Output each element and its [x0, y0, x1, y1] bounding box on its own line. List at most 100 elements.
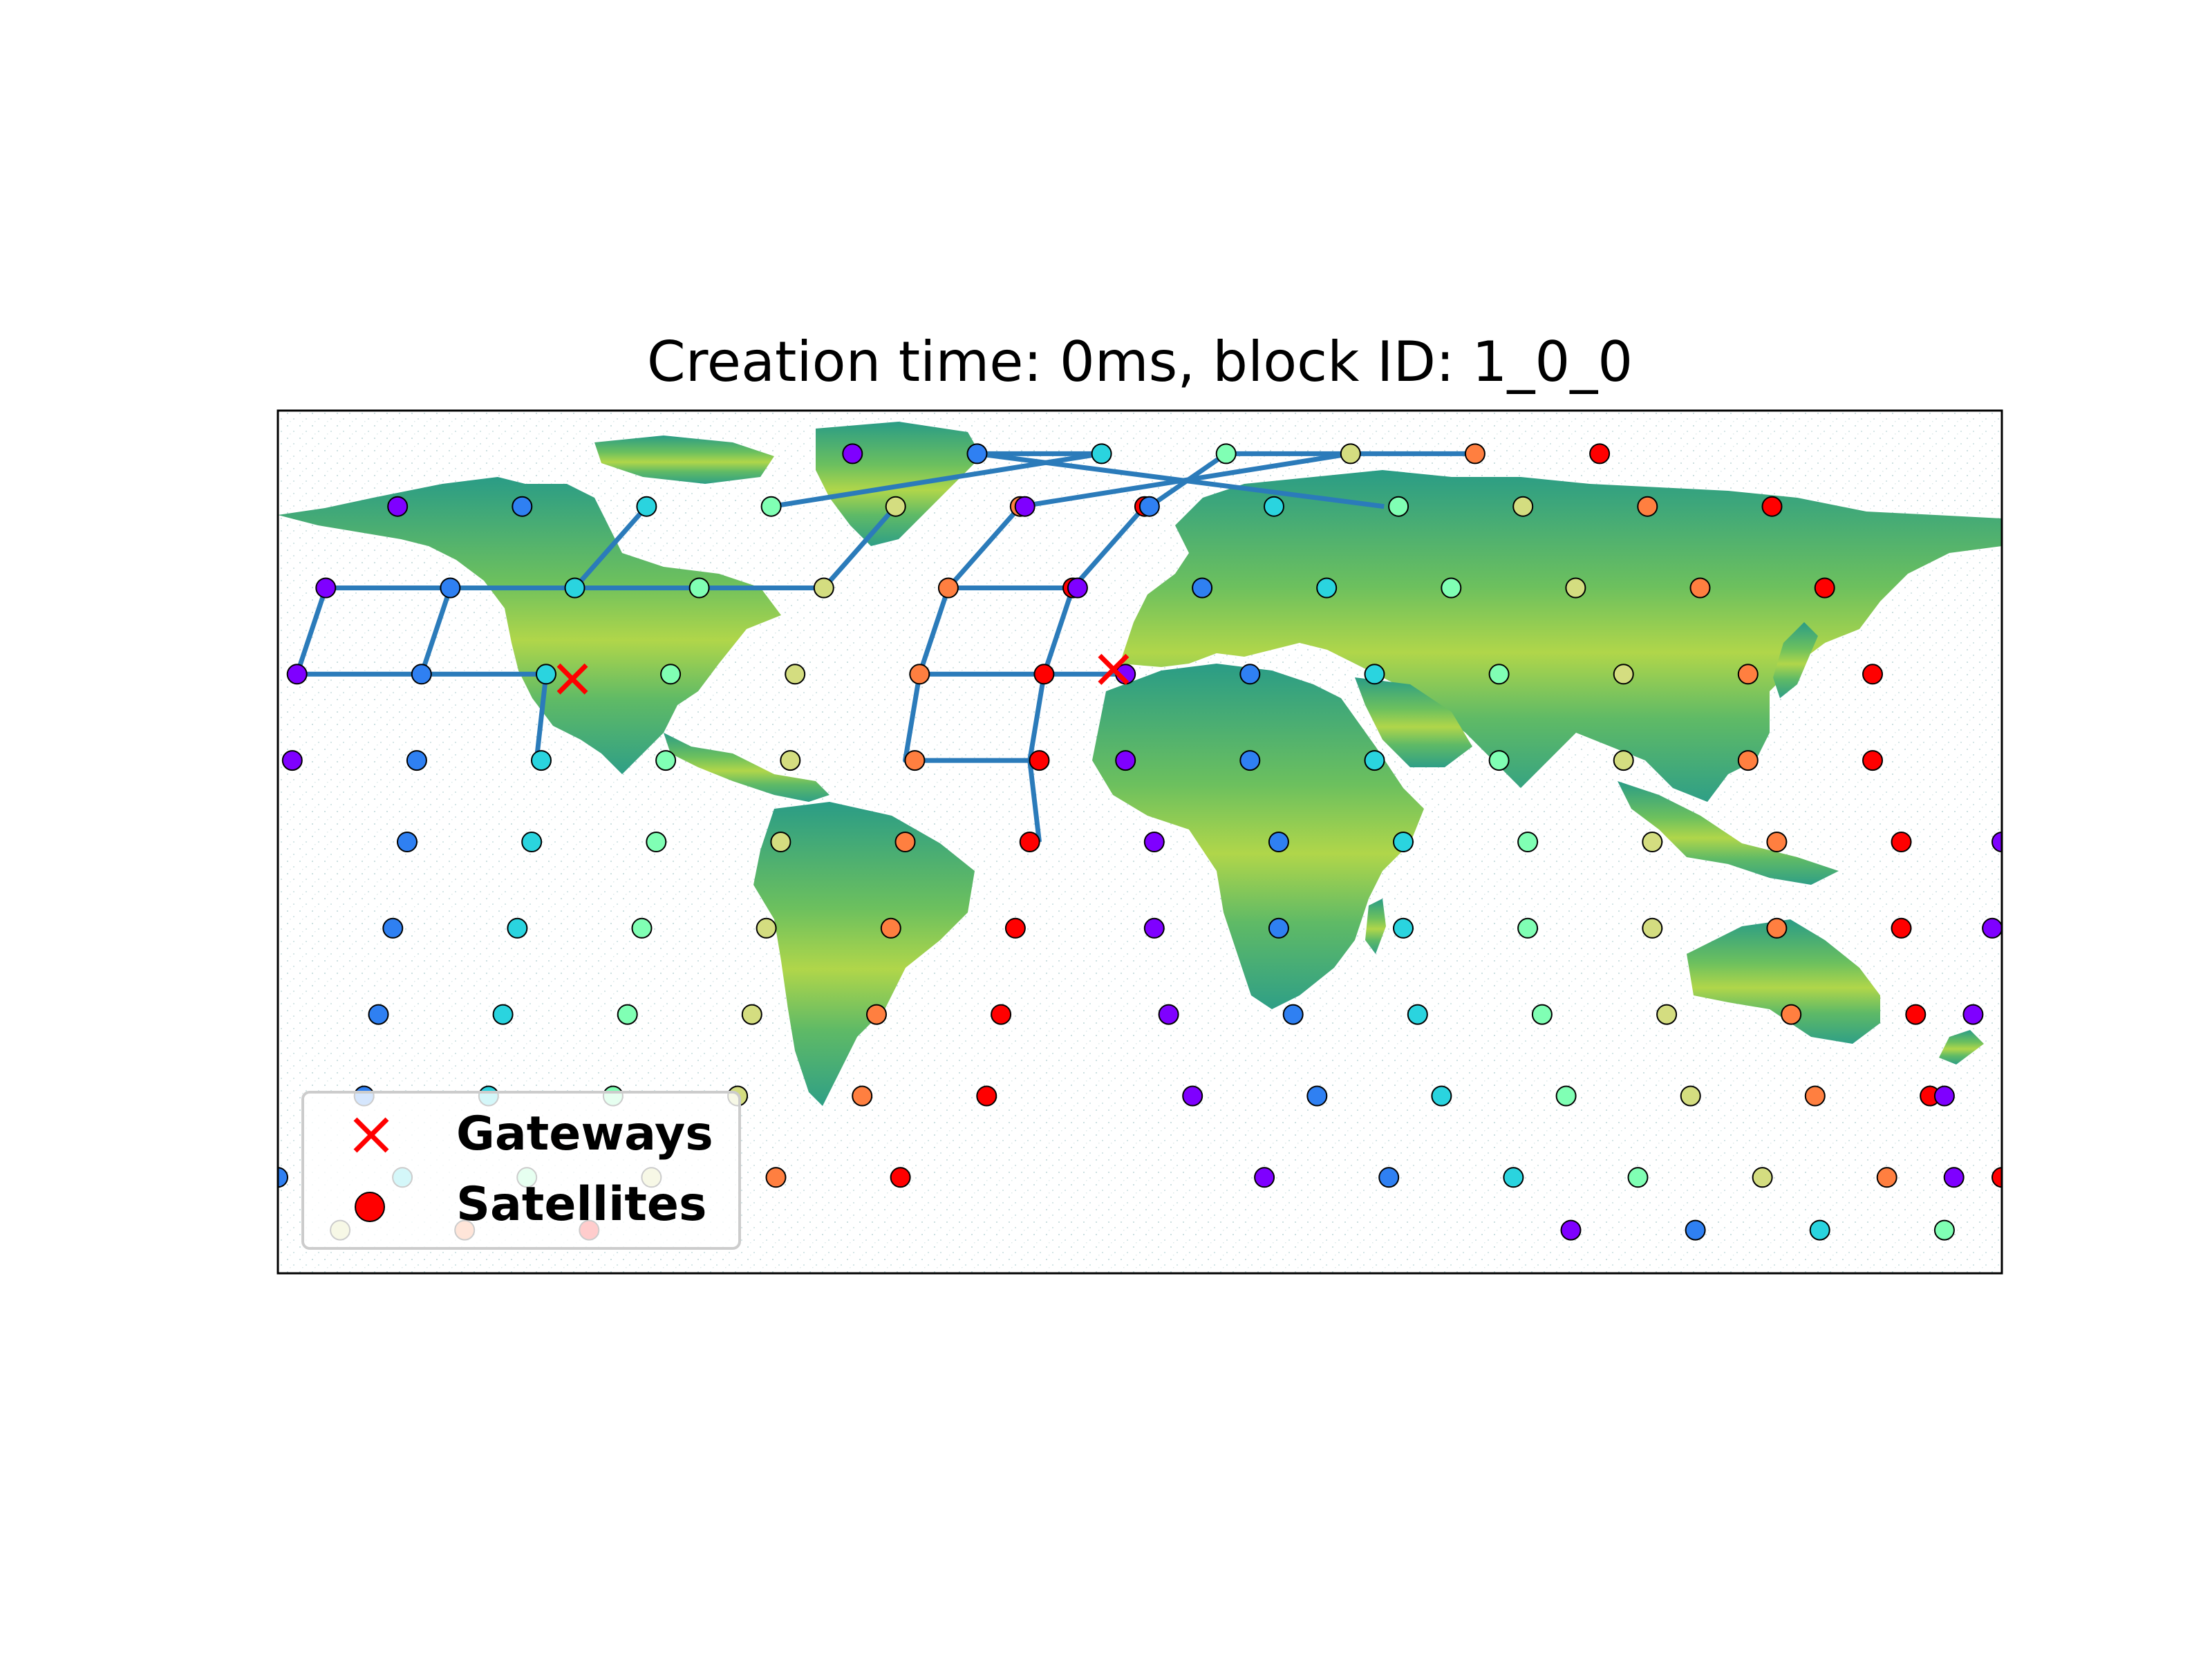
satellite-point-68 — [1019, 832, 1040, 852]
landmass-canadian-islands — [594, 435, 774, 484]
legend-satellite-icon — [355, 1192, 385, 1222]
satellite-point-43 — [1239, 664, 1261, 685]
legend: Gateways Satellites — [301, 1091, 741, 1250]
satellite-point-59 — [1488, 750, 1510, 771]
satellite-point-118 — [1933, 1085, 1955, 1107]
satellite-point-24 — [688, 577, 710, 599]
satellite-point-85 — [1393, 917, 1414, 939]
satellite-point-98 — [1282, 1004, 1304, 1025]
satellite-point-87 — [1642, 917, 1663, 939]
satellite-point-11 — [885, 496, 906, 517]
satellite-point-47 — [1737, 664, 1759, 685]
satellite-point-82 — [1004, 917, 1026, 939]
satellite-point-8 — [512, 496, 533, 517]
satellite-point-2 — [1091, 443, 1112, 465]
satellite-point-45 — [1488, 664, 1510, 685]
satellite-point-89 — [1891, 917, 1912, 939]
satellite-point-44 — [1364, 664, 1385, 685]
satellite-point-51 — [531, 750, 552, 771]
satellite-point-32 — [1565, 577, 1586, 599]
satellite-point-124 — [890, 1167, 911, 1188]
satellite-point-46 — [1613, 664, 1634, 685]
legend-gateways-label: Gateways — [456, 1107, 713, 1161]
satellite-point-18 — [1512, 496, 1534, 517]
landmass-australia — [1687, 919, 1880, 1044]
landmass-africa — [1092, 664, 1424, 1009]
satellite-point-109 — [852, 1085, 873, 1107]
satellite-point-80 — [756, 917, 777, 939]
satellite-point-84 — [1268, 917, 1289, 939]
satellite-point-93 — [617, 1004, 638, 1025]
satellite-point-65 — [646, 832, 667, 852]
satellite-point-132 — [1991, 1167, 2002, 1188]
satellite-point-6 — [1589, 443, 1611, 465]
satellite-point-1 — [966, 443, 988, 465]
satellite-point-14 — [1014, 496, 1035, 517]
satellite-point-58 — [1364, 750, 1385, 771]
satellite-point-127 — [1503, 1167, 1524, 1188]
satellite-point-62 — [1862, 750, 1883, 771]
satellite-point-38 — [660, 664, 682, 685]
satellite-point-41 — [1033, 664, 1055, 685]
satellite-point-86 — [1517, 917, 1539, 939]
satellite-point-34 — [1814, 577, 1835, 599]
satellite-point-50 — [406, 750, 427, 771]
satellite-markers — [278, 443, 2002, 1241]
satellite-point-70 — [1268, 832, 1289, 852]
route-line-3 — [771, 451, 1103, 509]
satellite-point-138 — [1809, 1219, 1830, 1241]
satellite-point-23 — [564, 577, 585, 599]
satellite-point-88 — [1766, 917, 1788, 939]
satellite-point-119 — [278, 1167, 288, 1188]
satellite-point-71 — [1393, 832, 1414, 852]
satellite-point-113 — [1431, 1085, 1452, 1107]
satellite-point-49 — [281, 750, 303, 771]
satellite-point-102 — [1781, 1004, 1802, 1025]
satellite-point-103 — [1905, 1004, 1927, 1025]
satellite-point-100 — [1531, 1004, 1553, 1025]
landmass-japan — [1773, 622, 1818, 698]
satellite-point-31 — [1441, 577, 1462, 599]
satellite-point-139 — [1933, 1219, 1955, 1241]
legend-gateway-icon — [353, 1117, 389, 1153]
satellite-point-26 — [937, 577, 959, 599]
landmasses — [278, 422, 2002, 1106]
satellite-point-30 — [1316, 577, 1338, 599]
satellite-point-69 — [1143, 832, 1165, 852]
satellite-point-37 — [536, 664, 556, 685]
satellite-point-19 — [1637, 496, 1658, 517]
satellite-point-95 — [866, 1004, 887, 1025]
satellite-point-7 — [387, 496, 409, 517]
landmass-madagascar — [1365, 899, 1386, 954]
satellite-point-29 — [1192, 577, 1213, 599]
satellite-point-15 — [1138, 496, 1160, 517]
satellite-point-79 — [631, 917, 653, 939]
satellite-point-67 — [894, 832, 916, 852]
satellite-point-112 — [1306, 1085, 1328, 1107]
satellite-point-110 — [976, 1085, 997, 1107]
satellite-point-52 — [655, 750, 677, 771]
satellite-point-91 — [368, 1004, 389, 1025]
gateway-markers — [556, 653, 1130, 695]
satellite-point-21 — [315, 577, 337, 599]
satellite-point-9 — [636, 496, 657, 517]
satellite-point-125 — [1254, 1167, 1275, 1188]
satellite-point-17 — [1388, 496, 1409, 517]
satellite-point-77 — [382, 917, 404, 939]
satellite-point-0 — [842, 443, 863, 465]
satellite-point-56 — [1115, 750, 1136, 771]
route-line-9 — [903, 505, 1042, 843]
satellite-point-40 — [909, 664, 930, 685]
landmass-new-zealand — [1939, 1030, 1984, 1065]
satellite-point-90 — [1982, 917, 2002, 939]
satellite-point-10 — [760, 496, 782, 517]
landmass-arabia — [1355, 677, 1472, 767]
satellite-point-36 — [411, 664, 432, 685]
satellite-point-115 — [1680, 1085, 1701, 1107]
legend-box — [301, 1091, 741, 1250]
satellite-point-73 — [1642, 832, 1663, 852]
gateway-point-0 — [556, 663, 588, 695]
satellite-point-104 — [1962, 1004, 1984, 1025]
satellite-point-63 — [397, 832, 418, 852]
